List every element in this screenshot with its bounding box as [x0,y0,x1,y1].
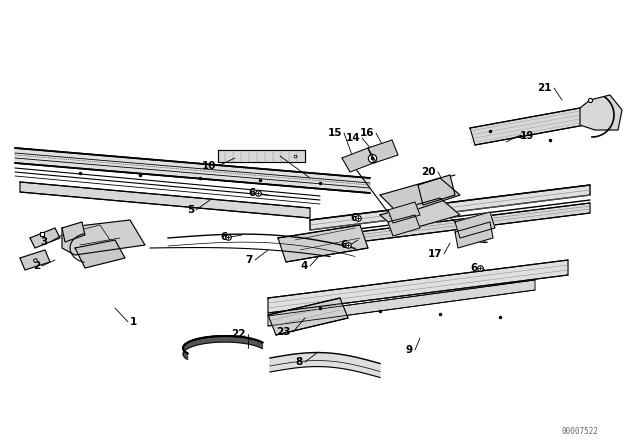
Polygon shape [268,260,568,313]
Polygon shape [62,222,85,242]
Polygon shape [388,215,420,236]
Polygon shape [20,182,310,218]
Polygon shape [342,148,376,172]
Polygon shape [270,353,380,378]
Text: 16: 16 [360,128,374,138]
Text: 9: 9 [406,345,413,355]
Text: 6: 6 [471,263,478,273]
Text: 14: 14 [346,133,360,143]
Text: 3: 3 [41,237,48,247]
Polygon shape [310,185,590,230]
Text: 2: 2 [33,261,40,271]
Text: 6: 6 [249,188,256,198]
Text: 18: 18 [387,223,402,233]
Polygon shape [268,280,535,326]
Polygon shape [75,240,125,268]
Text: 19: 19 [520,131,534,141]
Text: 21: 21 [538,83,552,93]
Text: 6: 6 [340,240,348,250]
Polygon shape [20,250,50,270]
Polygon shape [380,198,460,232]
Polygon shape [30,228,60,248]
Polygon shape [183,336,262,359]
Polygon shape [268,298,348,335]
Polygon shape [380,178,460,215]
Text: 6: 6 [351,213,358,223]
Text: 15: 15 [328,128,342,138]
Text: 5: 5 [187,205,194,215]
Polygon shape [455,212,495,238]
Text: 6: 6 [221,232,228,242]
Polygon shape [470,108,585,145]
Text: 23: 23 [276,327,291,337]
Text: 20: 20 [422,167,436,177]
Text: 12: 12 [475,235,490,245]
Text: 8: 8 [296,357,303,367]
Polygon shape [62,220,145,255]
Text: 22: 22 [232,329,246,339]
Polygon shape [368,140,398,163]
Text: 10: 10 [202,161,216,171]
Polygon shape [580,95,622,130]
Text: 1: 1 [130,317,137,327]
Text: 7: 7 [246,255,253,265]
Polygon shape [388,202,420,223]
Polygon shape [218,150,305,162]
Polygon shape [15,148,370,193]
Polygon shape [418,175,455,205]
Polygon shape [310,203,590,248]
Text: 17: 17 [428,249,442,259]
Text: 00007522: 00007522 [561,427,598,436]
Text: 13: 13 [387,215,402,225]
Polygon shape [278,225,368,262]
Text: 4: 4 [301,261,308,271]
Polygon shape [455,222,493,248]
Text: 11: 11 [470,223,484,233]
